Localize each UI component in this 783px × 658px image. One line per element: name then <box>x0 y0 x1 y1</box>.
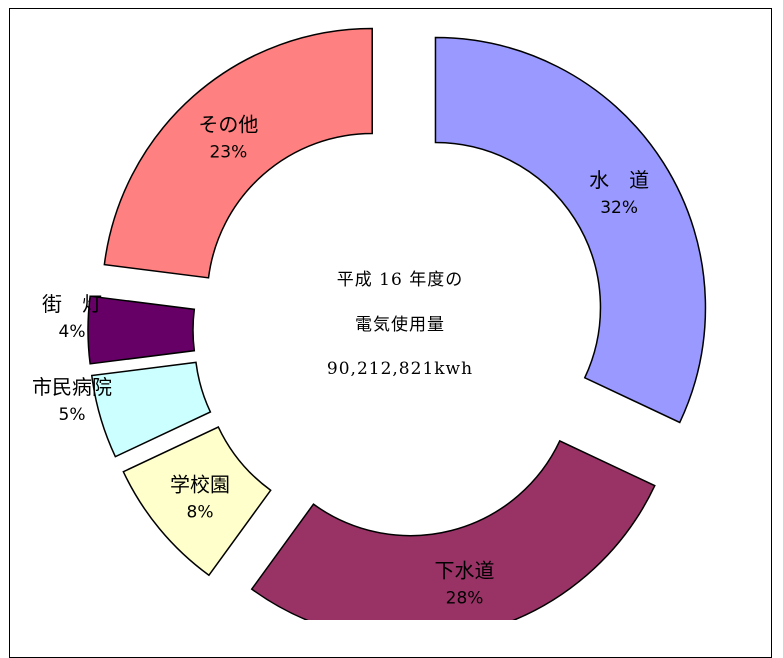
slice-other-percent: 23% <box>209 142 247 162</box>
slice-streetlights-percent: 4% <box>59 322 86 342</box>
slice-schools <box>122 426 272 577</box>
donut-chart: 水 道 32% 下水道 28% 学校園 8% 市民病院 5% 街 灯 4% その他 23% 平成 16… <box>32 27 707 620</box>
slice-sewer-label: 下水道 <box>435 558 495 582</box>
slice-hospital-label: 市民病院 <box>32 375 112 399</box>
center-text: 平成 16 年度の 電気使用量 90,212,821kwh <box>327 270 473 379</box>
center-text-line-2: 電気使用量 <box>355 314 445 335</box>
slice-streetlights-label: 街 灯 <box>42 292 102 316</box>
slice-water-percent: 32% <box>600 198 638 218</box>
slice-sewer <box>250 439 656 620</box>
slice-schools-percent: 8% <box>187 502 214 522</box>
slice-labels: 水 道 32% 下水道 28% 学校園 8% 市民病院 5% 街 灯 4% その他 23% <box>32 112 649 608</box>
slice-hospital <box>90 361 212 458</box>
slice-water <box>434 36 707 424</box>
slice-hospital-percent: 5% <box>59 405 86 425</box>
slice-streetlights <box>87 295 196 365</box>
center-text-line-1: 平成 16 年度の <box>337 270 463 290</box>
slice-other <box>103 27 373 279</box>
slice-schools-label: 学校園 <box>170 472 230 496</box>
center-text-line-3: 90,212,821kwh <box>327 359 473 379</box>
slice-water-label: 水 道 <box>589 168 649 192</box>
slice-sewer-percent: 28% <box>446 588 484 608</box>
slice-other-label: その他 <box>198 112 258 136</box>
slices <box>87 27 707 620</box>
